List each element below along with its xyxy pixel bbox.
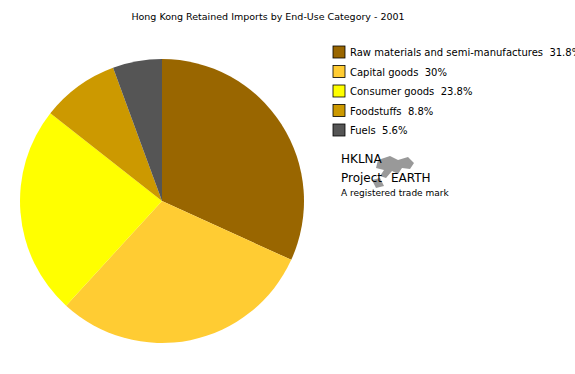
logo-text: EARTH: [391, 171, 431, 185]
legend-swatch: [333, 66, 345, 78]
chart: Hong Kong Retained Imports by End-Use Ca…: [0, 0, 575, 374]
legend-label: Consumer goods 23.8%: [350, 86, 472, 97]
pie: [20, 59, 304, 343]
legend-label: Fuels 5.6%: [350, 125, 407, 136]
logo: HKLNA Project EARTH A registered trade mark: [341, 152, 449, 198]
legend-swatch: [333, 46, 345, 58]
logo-text: Project: [341, 171, 382, 185]
legend-label: Raw materials and semi-manufactures 31.8…: [350, 47, 575, 58]
pie-slice: [113, 59, 162, 201]
legend-swatch: [333, 105, 345, 117]
legend: Raw materials and semi-manufactures 31.8…: [333, 46, 575, 136]
legend-swatch: [333, 85, 345, 97]
legend-label: Capital goods 30%: [350, 67, 447, 78]
legend-swatch: [333, 124, 345, 136]
logo-text: HKLNA: [341, 152, 383, 166]
chart-title: Hong Kong Retained Imports by End-Use Ca…: [131, 11, 404, 22]
legend-label: Foodstuffs 8.8%: [350, 106, 433, 117]
logo-text: A registered trade mark: [341, 188, 449, 198]
